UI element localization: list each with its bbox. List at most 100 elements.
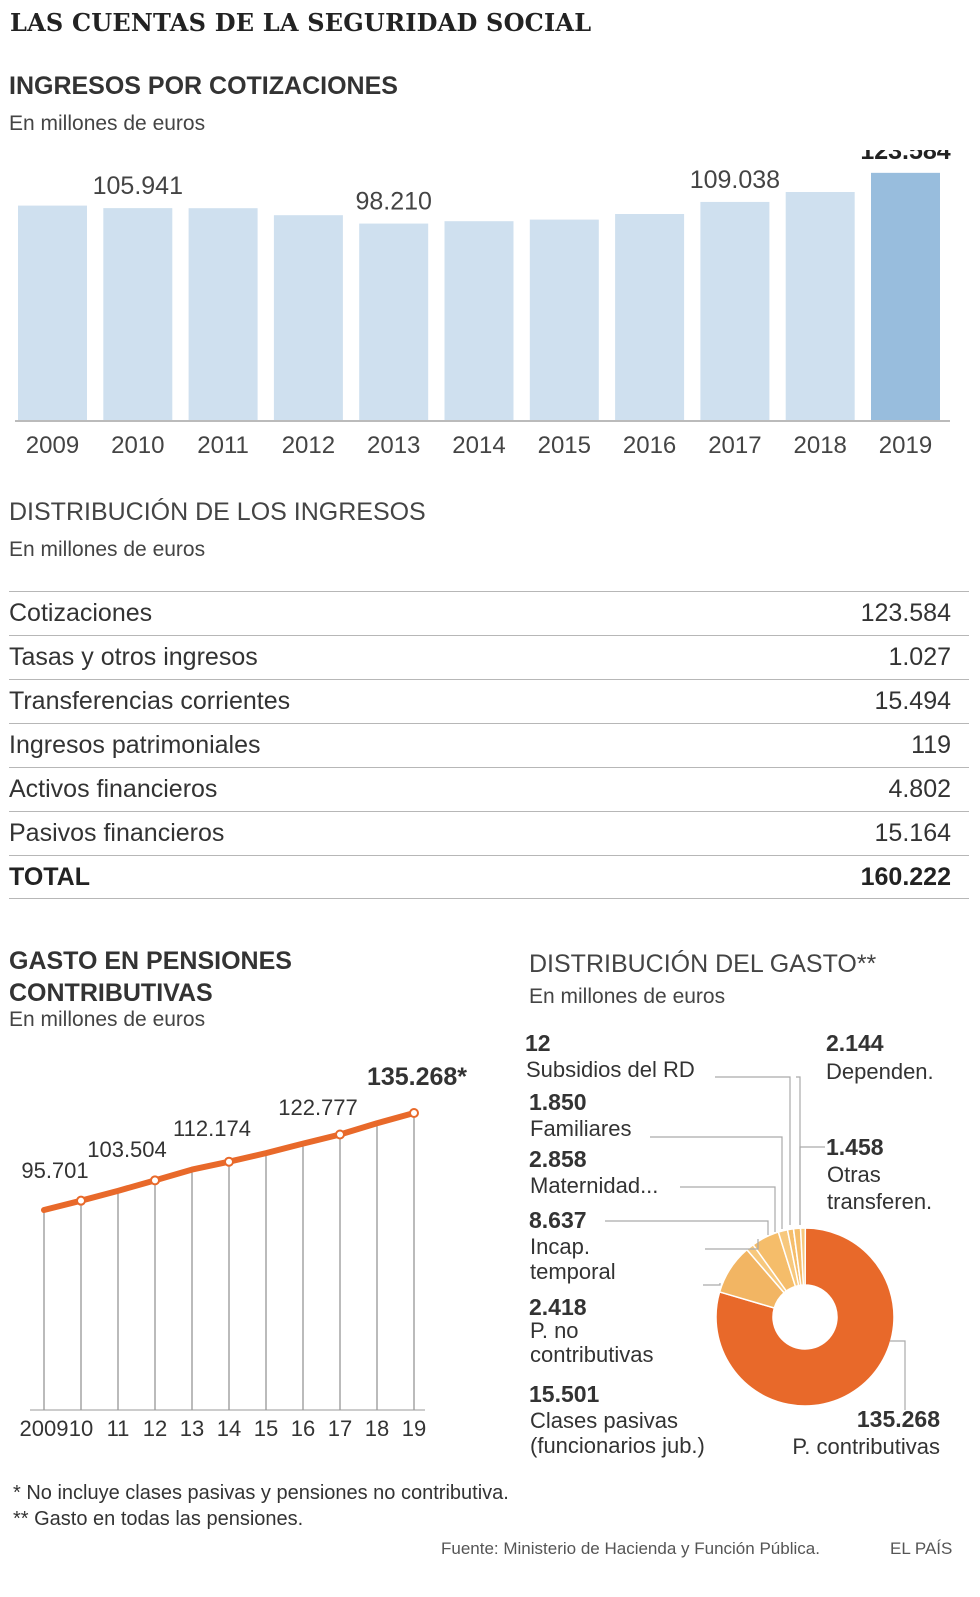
leader-line — [605, 1220, 769, 1235]
row-value: 15.164 — [874, 819, 951, 847]
data-label: 135.268* — [367, 1063, 467, 1091]
slice-name: P. no — [530, 1318, 579, 1343]
page-title: LAS CUENTAS DE LA SEGURIDAD SOCIAL — [10, 8, 592, 37]
row-label: Activos financieros — [9, 775, 218, 803]
table-row: Activos financieros 4.802 — [9, 767, 969, 811]
income-chart-subtitle: En millones de euros — [9, 112, 206, 135]
slice-value: 8.637 — [529, 1207, 587, 1233]
x-tick-label: 2014 — [452, 432, 505, 459]
x-tick-label: 12 — [143, 1416, 167, 1441]
slice-name: temporal — [530, 1259, 616, 1284]
pension-line-chart: 2009 10 11 12 13 14 15 16 17 18 19 95.701103.504112… — [20, 1063, 468, 1441]
x-tick-label: 2009 — [26, 432, 79, 459]
x-tick-label: 2017 — [708, 432, 761, 459]
footnote-1: * No incluye clases pasivas y pensiones … — [13, 1482, 509, 1504]
bar — [529, 219, 599, 420]
data-point — [409, 1108, 419, 1118]
leader-line — [890, 1340, 906, 1410]
table-row: Pasivos financieros 15.164 — [9, 811, 969, 855]
expense-distribution-title: DISTRIBUCIÓN DEL GASTO** — [529, 950, 877, 978]
data-label: 95.701 — [21, 1158, 88, 1183]
data-label: 123.584 — [860, 150, 950, 165]
x-tick-label: 19 — [402, 1416, 426, 1441]
data-label: 98.210 — [355, 188, 431, 216]
slice-name: Dependen. — [826, 1059, 934, 1084]
x-tick-label: 11 — [107, 1416, 130, 1441]
slice-value: 2.858 — [529, 1146, 587, 1172]
x-tick-label: 2009 — [20, 1416, 69, 1441]
data-label: 112.174 — [173, 1116, 251, 1141]
x-tick-label: 17 — [328, 1416, 352, 1441]
row-label: Pasivos financieros — [9, 819, 225, 847]
row-label: Transferencias corrientes — [9, 687, 291, 715]
slice-name: Incap. — [530, 1234, 590, 1259]
x-tick-label: 2013 — [367, 432, 420, 459]
table-row: Ingresos patrimoniales 119 — [9, 723, 969, 767]
slice-name: (funcionarios jub.) — [530, 1433, 705, 1458]
leader-line — [680, 1186, 776, 1232]
slice-value: 1.458 — [826, 1134, 884, 1160]
bar — [615, 214, 685, 420]
slice-name: Subsidios del RD — [526, 1057, 695, 1082]
income-bar-chart: 2009 2010 2011 2012 2013 2014 2015 2016 2017 2018… — [15, 150, 951, 459]
bar — [188, 208, 258, 420]
bar — [444, 221, 514, 420]
x-tick-label: 18 — [365, 1416, 389, 1441]
bar — [700, 201, 770, 420]
slice-value: 12 — [525, 1030, 551, 1056]
leader-line — [650, 1136, 783, 1229]
row-label: Cotizaciones — [9, 599, 153, 627]
x-tick-label: 15 — [254, 1416, 278, 1441]
data-label: 122.777 — [278, 1095, 358, 1120]
slice-value: 1.850 — [529, 1089, 587, 1115]
total-value: 160.222 — [860, 862, 951, 891]
income-chart-title: INGRESOS POR COTIZACIONES — [9, 72, 398, 100]
table-row: Transferencias corrientes 15.494 — [9, 679, 969, 723]
pie-slice — [799, 1227, 807, 1286]
x-tick-label: 2015 — [538, 432, 591, 459]
data-point — [335, 1129, 345, 1140]
row-value: 15.494 — [874, 687, 951, 715]
slice-name: P. contributivas — [792, 1434, 940, 1459]
x-tick-label: 2019 — [879, 432, 932, 459]
pension-chart-title-line1: GASTO EN PENSIONES — [9, 947, 292, 975]
leader-line — [705, 1239, 759, 1250]
income-distribution-subtitle: En millones de euros — [9, 538, 206, 561]
row-value: 4.802 — [888, 775, 951, 803]
x-tick-label: 2010 — [111, 432, 164, 459]
slice-name: Otras — [827, 1162, 881, 1187]
row-value: 123.584 — [860, 599, 951, 627]
table-total-row: TOTAL 160.222 — [9, 855, 969, 899]
bar — [273, 215, 343, 420]
x-tick-label: 2016 — [623, 432, 676, 459]
x-tick-label: 16 — [291, 1416, 315, 1441]
pie-slice — [715, 1227, 895, 1407]
data-label: 109.038 — [690, 166, 780, 194]
bar — [785, 192, 855, 420]
source-note: Fuente: Ministerio de Hacienda y Función… — [441, 1539, 820, 1558]
bar — [871, 172, 940, 420]
row-label: Tasas y otros ingresos — [9, 643, 258, 671]
leader-line — [799, 1146, 825, 1225]
slice-value: 2.144 — [826, 1030, 884, 1056]
data-label: 105.941 — [93, 172, 183, 200]
income-distribution-title: DISTRIBUCIÓN DE LOS INGRESOS — [9, 498, 426, 526]
slice-name: Familiares — [530, 1116, 631, 1141]
income-distribution-table: Cotizaciones 123.584 Tasas y otros ingre… — [9, 591, 969, 899]
slice-value: 2.418 — [529, 1294, 587, 1320]
slice-name: Maternidad... — [530, 1173, 658, 1198]
table-row: Tasas y otros ingresos 1.027 — [9, 635, 969, 679]
x-tick-label: 14 — [217, 1416, 241, 1441]
data-point — [76, 1195, 86, 1206]
bar — [359, 223, 429, 420]
total-label: TOTAL — [9, 862, 91, 891]
x-tick-label: 13 — [180, 1416, 204, 1441]
x-tick-label: 2012 — [282, 432, 335, 459]
slice-name: transferen. — [827, 1189, 932, 1214]
x-tick-label: 10 — [69, 1416, 93, 1441]
slice-name: Clases pasivas — [530, 1408, 678, 1433]
slice-name: contributivas — [530, 1342, 654, 1367]
data-label: 103.504 — [87, 1137, 167, 1162]
slice-value: 15.501 — [529, 1381, 600, 1407]
data-point — [150, 1175, 160, 1186]
